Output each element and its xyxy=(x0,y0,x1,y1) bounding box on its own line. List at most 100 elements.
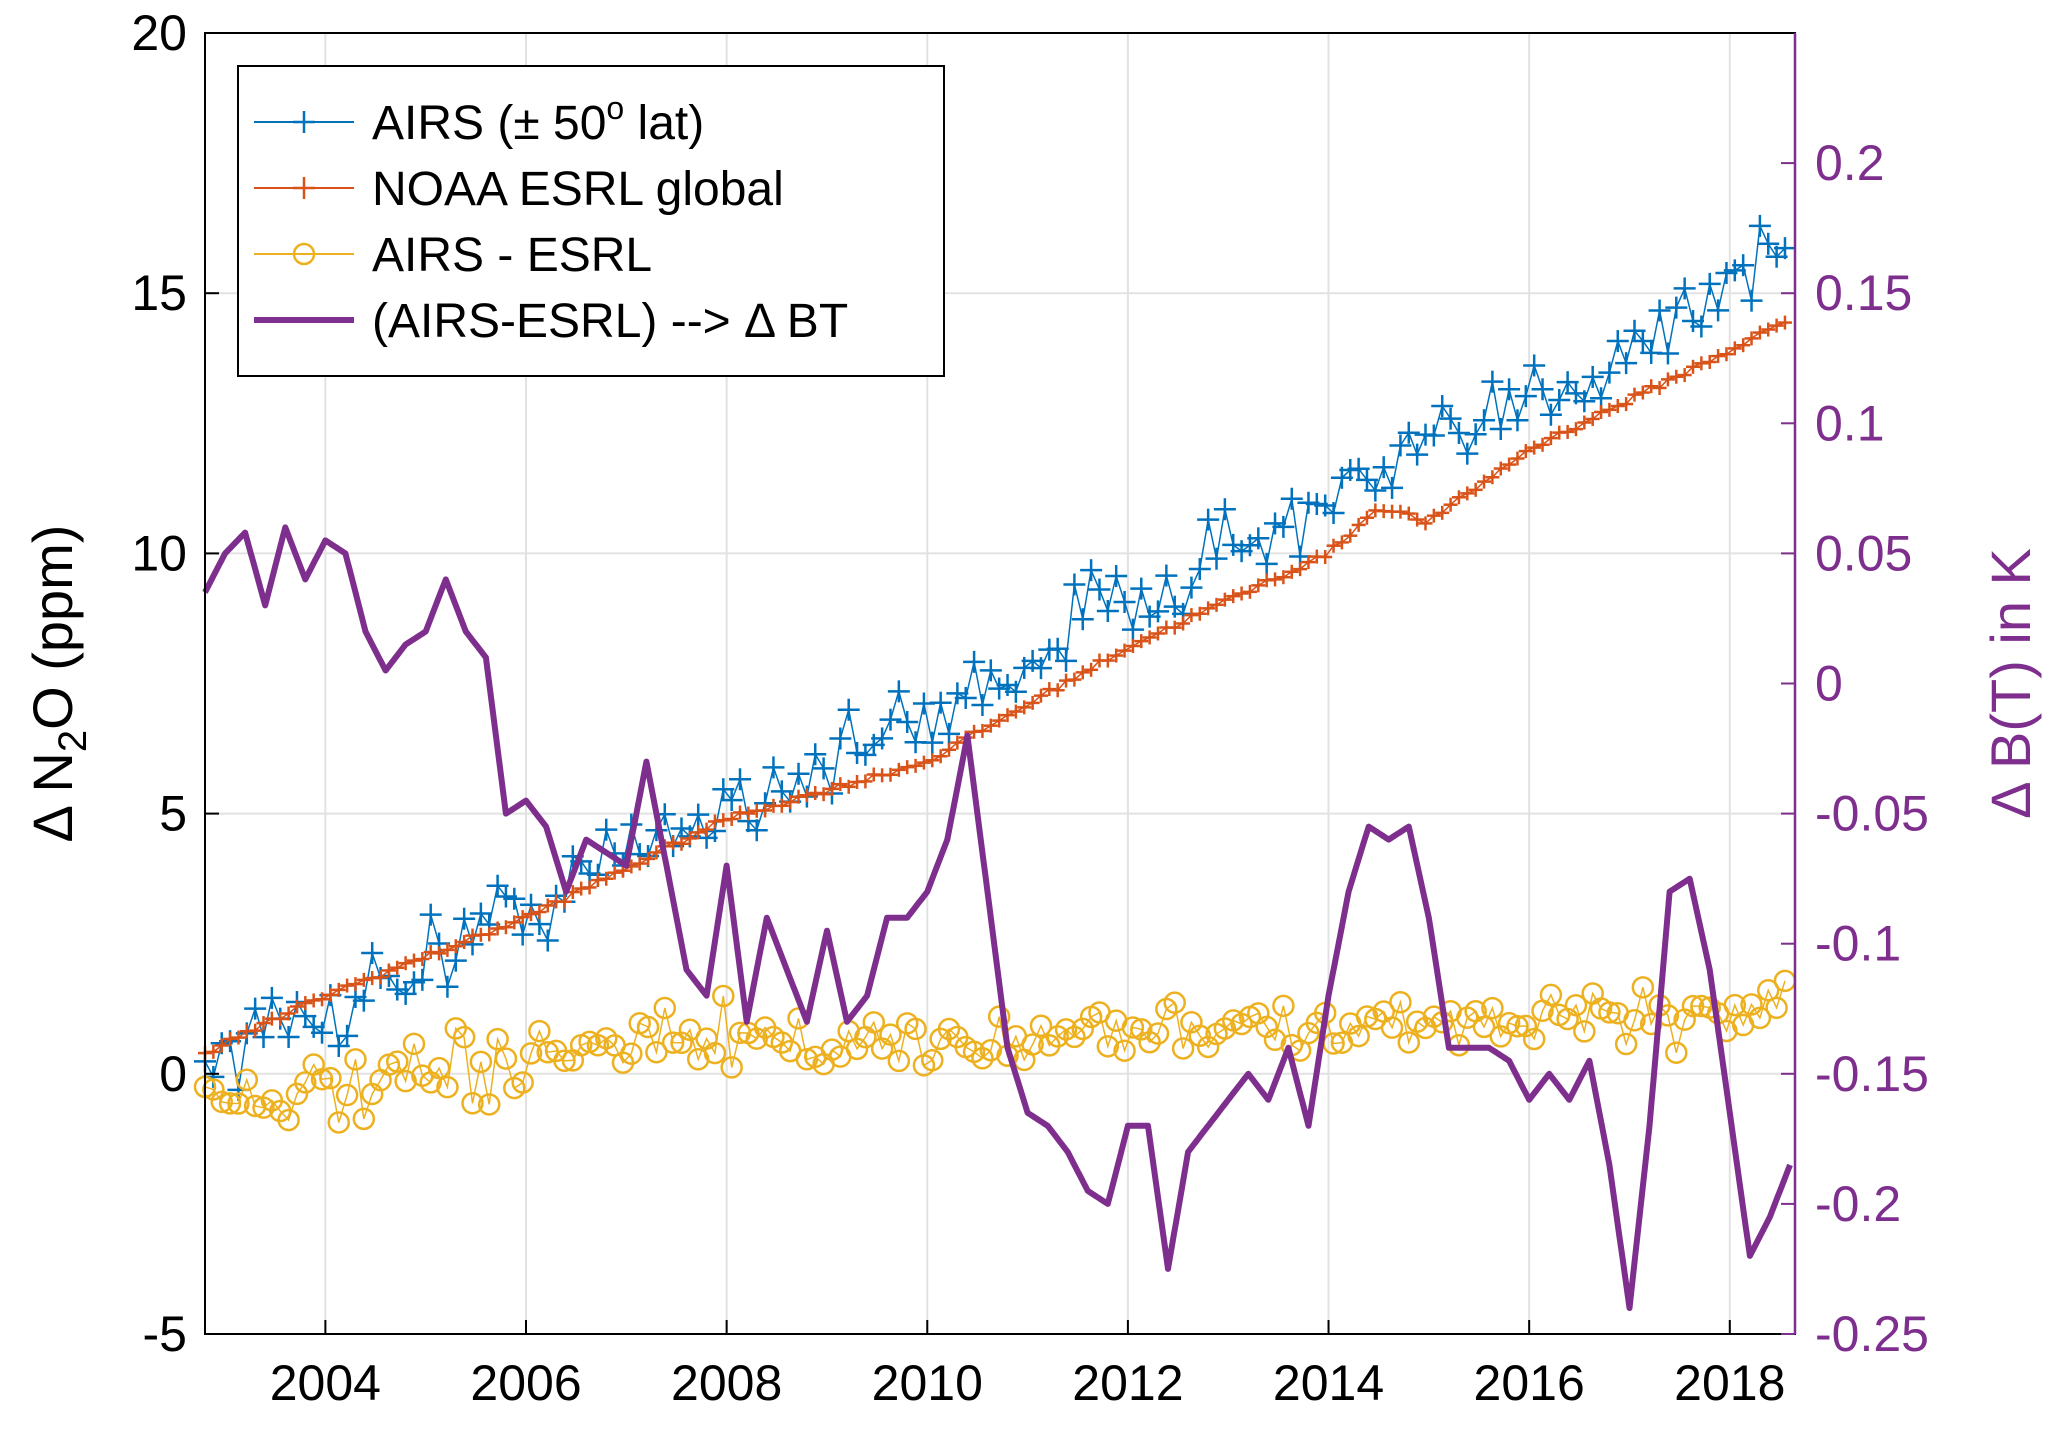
data-point-circle xyxy=(879,1023,902,1046)
y-axis-label-prefix: Δ N xyxy=(21,752,84,842)
data-point-circle xyxy=(1481,996,1504,1020)
series-line xyxy=(204,321,1786,1054)
data-point-circle xyxy=(1347,1024,1370,1048)
tick-label-y-right: 0.1 xyxy=(1815,395,1885,451)
legend-label: AIRS (± 50o lat) xyxy=(372,90,704,150)
data-point-circle xyxy=(1163,991,1186,1014)
data-point-circle xyxy=(1063,1025,1086,1049)
data-point-circle xyxy=(319,1066,342,1090)
series-1 xyxy=(198,315,1792,1061)
tick-label-y-right: 0.2 xyxy=(1815,135,1885,191)
data-point-circle xyxy=(1146,1022,1170,1045)
data-point-circle xyxy=(1614,1032,1638,1056)
data-point-circle xyxy=(620,1042,643,1065)
data-point-circle xyxy=(310,1067,334,1091)
legend-label-text: (AIRS-ESRL) --> Δ BT xyxy=(372,295,848,348)
legend-label: (AIRS-ESRL) --> Δ BT xyxy=(372,295,848,348)
y-axis-label-right: Δ B(T) in K xyxy=(1979,548,2042,819)
data-point-circle xyxy=(1263,1028,1287,1052)
legend-label-text: NOAA ESRL global xyxy=(372,163,784,216)
data-point-circle xyxy=(1723,993,1747,1017)
legend-label-tail: lat) xyxy=(624,97,704,150)
series-0 xyxy=(194,214,1796,1101)
bottom-axis: 2004 2006 2008 2010 2012 2014 2016 2018 xyxy=(270,1320,1785,1411)
tick-label-x: 2014 xyxy=(1273,1355,1384,1411)
data-point-circle xyxy=(1564,993,1588,1017)
legend: AIRS (± 50o lat) NOAA ESRL global AIRS - E… xyxy=(237,65,945,377)
series-line xyxy=(204,223,1786,1091)
data-point-circle xyxy=(1380,1016,1404,1039)
data-point-circle xyxy=(1029,1014,1053,1038)
data-point-circle xyxy=(477,1093,501,1116)
data-point-circle xyxy=(1573,1020,1596,1043)
data-point-circle xyxy=(745,1027,768,1050)
data-point-circle xyxy=(402,1032,426,1056)
data-point-circle xyxy=(486,1027,509,1051)
data-point-circle xyxy=(1506,1014,1529,1038)
tick-label-y-right: 0.15 xyxy=(1815,265,1912,321)
data-point-circle xyxy=(394,1069,417,1093)
series-line-delta-bt xyxy=(202,524,1793,1311)
tick-label-x: 2018 xyxy=(1674,1355,1785,1411)
series-3 xyxy=(202,524,1793,1311)
data-point-circle xyxy=(352,1107,376,1131)
data-point-circle xyxy=(1472,1015,1496,1039)
data-point-circle xyxy=(1522,1027,1546,1051)
data-point-circle xyxy=(712,984,735,1008)
data-point-circle xyxy=(645,1040,668,1064)
data-point-circle xyxy=(285,1082,309,1106)
data-point-circle xyxy=(770,1031,794,1054)
data-point-circle xyxy=(1021,1033,1044,1056)
data-point-circle xyxy=(386,1050,409,1073)
data-point-circle xyxy=(1397,1031,1421,1054)
tick-label-y-left: 5 xyxy=(159,786,187,842)
data-point-circle xyxy=(1665,1041,1688,1064)
data-point-circle xyxy=(845,1037,869,1061)
data-point-circle xyxy=(636,1015,660,1039)
data-point-circle xyxy=(553,1049,576,1073)
data-point-circle xyxy=(294,1071,317,1094)
data-point-circle xyxy=(461,1092,484,1115)
data-point-circle xyxy=(469,1050,493,1074)
data-point-circle xyxy=(511,1071,534,1094)
data-point-circle xyxy=(1598,1001,1621,1024)
data-point-circle xyxy=(1188,1024,1212,1047)
data-point-circle xyxy=(1171,1037,1195,1060)
data-point-circle xyxy=(1121,1016,1145,1039)
data-point-circle xyxy=(1096,1035,1120,1058)
data-point-circle xyxy=(971,1047,994,1070)
data-point-circle xyxy=(1389,990,1412,1014)
data-point-circle xyxy=(1213,1017,1237,1040)
data-point-circle xyxy=(243,1094,267,1118)
tick-label-x: 2016 xyxy=(1474,1355,1585,1411)
data-point-circle xyxy=(452,1025,476,1049)
data-point-circle xyxy=(1748,1006,1772,1030)
tick-label-x: 2006 xyxy=(470,1355,581,1411)
legend-label-text: AIRS (± 50 xyxy=(372,97,606,150)
tick-label-y-right: 0.05 xyxy=(1815,525,1912,581)
y-axis-label-left: Δ N2O (ppm) xyxy=(21,525,95,843)
tick-label-y-left: 10 xyxy=(131,525,187,581)
data-point-circle xyxy=(937,1017,961,1041)
tick-label-x: 2012 xyxy=(1072,1355,1183,1411)
series-2 xyxy=(193,969,1797,1134)
data-point-circle xyxy=(335,1083,359,1107)
data-point-circle xyxy=(427,1056,451,1080)
tick-label-y-right: -0.1 xyxy=(1815,916,1901,972)
data-point-circle xyxy=(1631,976,1655,999)
tick-label-y-left: 20 xyxy=(131,5,187,61)
y-axis-label-suffix: O (ppm) xyxy=(21,525,84,730)
data-point-circle xyxy=(436,1075,459,1099)
legend-swatch-marker xyxy=(292,242,316,266)
data-point-circle xyxy=(720,1056,743,1079)
data-point-circle xyxy=(1054,1018,1078,1041)
data-point-circle xyxy=(1113,1039,1136,1062)
tick-label-y-left: 0 xyxy=(159,1046,187,1102)
tick-label-x: 2004 xyxy=(270,1355,381,1411)
data-point-circle xyxy=(1756,979,1780,1002)
data-point-circle xyxy=(904,1017,927,1041)
y-axis-label-subscript: 2 xyxy=(51,730,95,752)
data-point-circle xyxy=(344,1048,367,1071)
tick-label-x: 2010 xyxy=(872,1355,983,1411)
